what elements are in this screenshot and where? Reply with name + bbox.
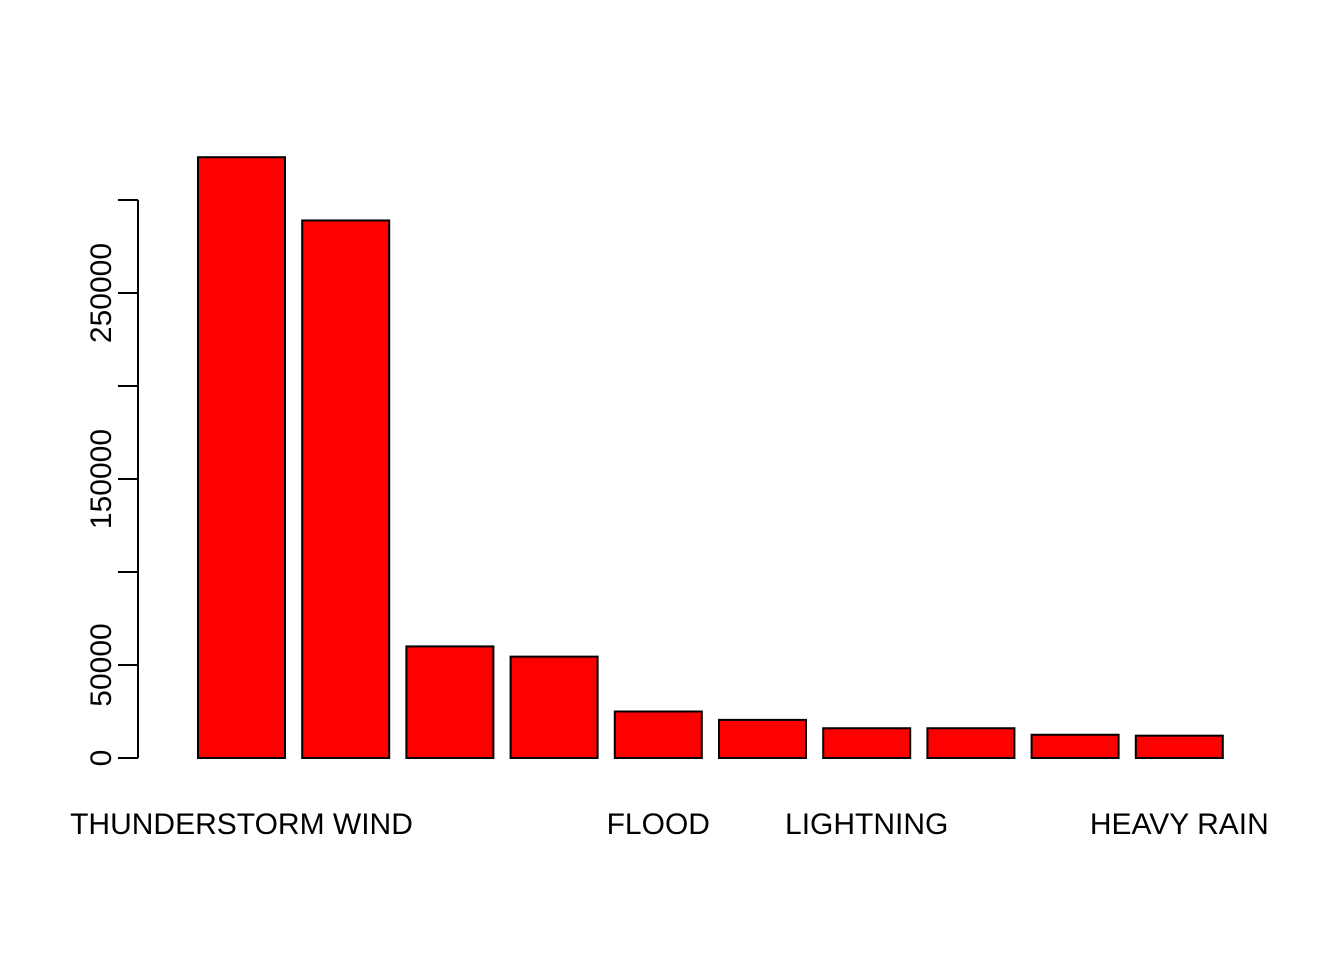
bar-8 xyxy=(926,727,1016,759)
x-tick-label: THUNDERSTORM WIND xyxy=(70,808,413,841)
bar-4 xyxy=(509,655,599,760)
x-tick-label: FLOOD xyxy=(607,808,710,841)
x-tick-label: LIGHTNING xyxy=(785,808,948,841)
y-tick-label: 50000 xyxy=(85,623,118,706)
y-axis: 0 50000 150000 250000 xyxy=(85,199,139,767)
bar-2 xyxy=(301,219,391,759)
bar-10 xyxy=(1134,734,1224,759)
bars xyxy=(197,156,1224,760)
bar-9 xyxy=(1030,733,1120,759)
bar-6 xyxy=(718,718,807,759)
bar-7 xyxy=(822,727,912,759)
x-axis-labels: THUNDERSTORM WIND FLOOD LIGHTNING HEAVY RAI… xyxy=(70,808,1269,841)
y-tick-label: 0 xyxy=(85,750,118,767)
bar-3 xyxy=(405,645,495,760)
bar-5 xyxy=(613,710,703,759)
x-tick-label: HEAVY RAIN xyxy=(1090,808,1269,841)
y-tick-label: 250000 xyxy=(85,243,118,343)
y-tick-label: 150000 xyxy=(85,429,118,529)
bar-1 xyxy=(197,156,286,760)
